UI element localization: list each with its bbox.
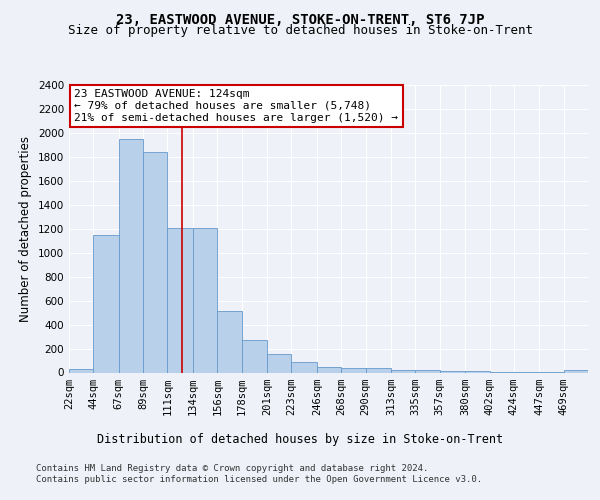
Bar <box>217 312 242 372</box>
Bar <box>119 139 143 372</box>
Bar <box>242 340 267 372</box>
Bar <box>292 362 317 372</box>
Y-axis label: Number of detached properties: Number of detached properties <box>19 136 32 322</box>
Bar <box>365 368 391 372</box>
Bar <box>391 370 415 372</box>
Bar <box>341 368 365 372</box>
Bar <box>143 152 167 372</box>
Bar <box>69 369 94 372</box>
Text: Distribution of detached houses by size in Stoke-on-Trent: Distribution of detached houses by size … <box>97 432 503 446</box>
Text: 23, EASTWOOD AVENUE, STOKE-ON-TRENT, ST6 7JP: 23, EASTWOOD AVENUE, STOKE-ON-TRENT, ST6… <box>116 12 484 26</box>
Bar <box>267 354 292 372</box>
Bar <box>415 370 440 372</box>
Bar <box>94 234 119 372</box>
Text: 23 EASTWOOD AVENUE: 124sqm
← 79% of detached houses are smaller (5,748)
21% of s: 23 EASTWOOD AVENUE: 124sqm ← 79% of deta… <box>74 90 398 122</box>
Bar <box>193 228 217 372</box>
Text: Contains HM Land Registry data © Crown copyright and database right 2024.: Contains HM Land Registry data © Crown c… <box>36 464 428 473</box>
Text: Size of property relative to detached houses in Stoke-on-Trent: Size of property relative to detached ho… <box>67 24 533 37</box>
Bar <box>167 228 193 372</box>
Bar <box>317 366 341 372</box>
Text: Contains public sector information licensed under the Open Government Licence v3: Contains public sector information licen… <box>36 475 482 484</box>
Bar <box>563 370 588 372</box>
